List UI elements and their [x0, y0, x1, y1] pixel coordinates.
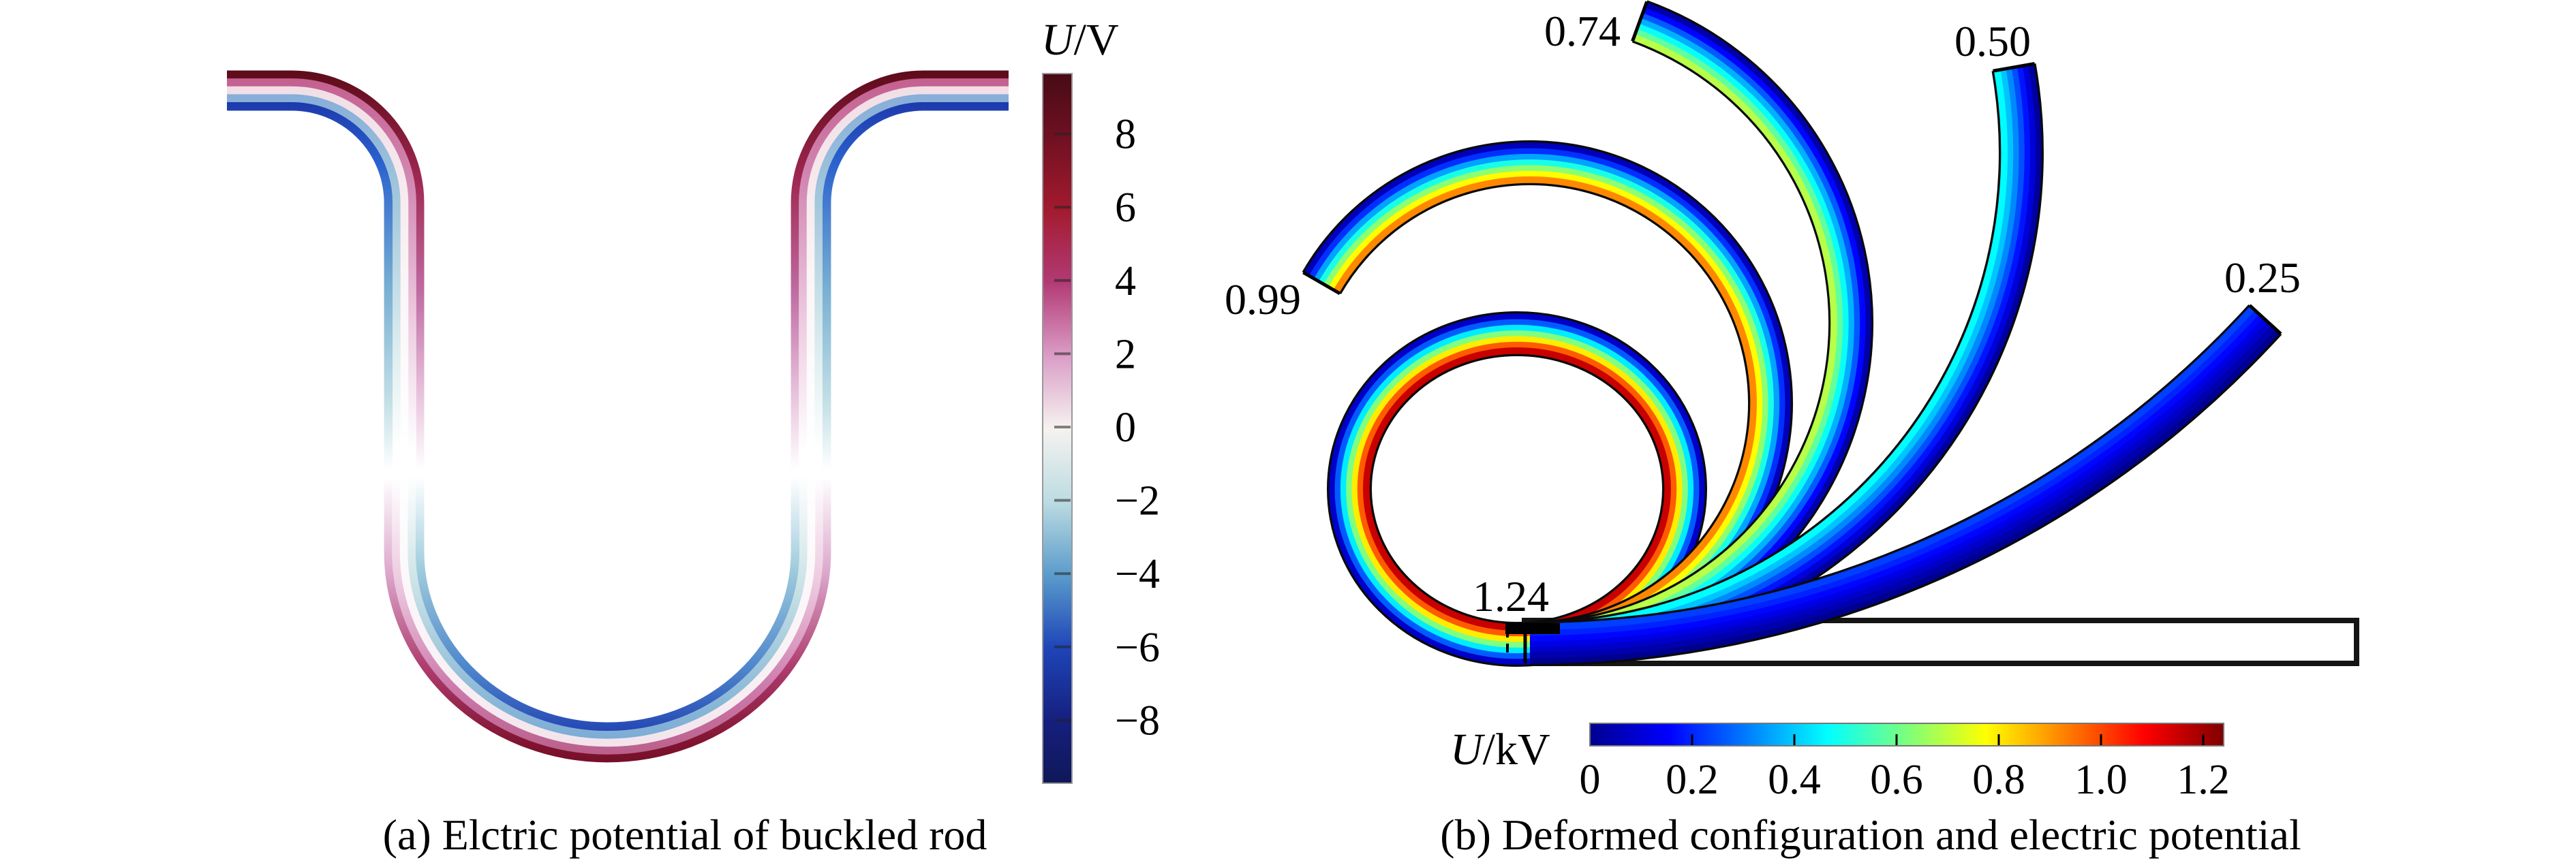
rod-band [1529, 328, 2280, 664]
colorbar-b-tick-label: 1.0 [2074, 757, 2128, 803]
colorbar-a-title: U/V [1041, 15, 1119, 65]
voltage-label: 0.99 [1225, 275, 1301, 324]
rod-band-top-right [799, 78, 1009, 480]
voltage-label: 1.24 [1473, 572, 1549, 620]
buckled-rod [227, 70, 1009, 763]
colorbar-b-tick [1691, 734, 1693, 745]
rod-band-top-right [814, 94, 1009, 480]
colorbar-b-tick [2202, 734, 2205, 745]
colorbar-a-unit: /V [1074, 15, 1119, 65]
rod-band-bottom [392, 477, 823, 755]
colorbar-b-unit: /kV [1483, 725, 1550, 774]
colorbar-b-tick-label: 0.8 [1972, 757, 2025, 803]
colorbar-b-tick [1997, 734, 2000, 745]
panel-b: 0 0.2 0.4 0.6 0.8 1.0 1.2 1.24 0.99 0.74 0.50 0.25… [1225, 0, 2359, 859]
colorbar-a-tick-label: 2 [1115, 331, 1136, 377]
colorbar-b-tick-label: 0.2 [1666, 757, 1719, 803]
voltage-labels: 1.24 0.99 0.74 0.50 0.25 [1225, 7, 2301, 620]
rod-band-top-left [227, 86, 409, 480]
rod-end-cut [2248, 304, 2282, 335]
colorbar-a-tick-label: −6 [1115, 625, 1160, 671]
rod-band [1529, 325, 2276, 659]
colorbar-a-tick [1054, 499, 1071, 502]
rod-band [1351, 336, 1683, 642]
rod-band [1529, 34, 1837, 630]
rod-loop [1327, 311, 1707, 667]
rod-band [1529, 309, 2260, 636]
colorbar-a-tick-label: 0 [1115, 405, 1136, 451]
rod-band-bottom [384, 477, 831, 763]
colorbar-b-tick-label: 1.2 [2177, 757, 2230, 803]
rod-band-bottom [415, 477, 800, 731]
clamp [1505, 623, 1560, 663]
colorbar-b-tick-label: 0 [1580, 757, 1601, 803]
colorbar-a-tick [1054, 206, 1071, 209]
colorbar-a-tick [1054, 279, 1071, 282]
rod-band [1340, 324, 1694, 654]
colorbar-b-tick [1895, 734, 1898, 745]
rod-band-top-left [227, 101, 393, 480]
rod-end-cut [1993, 61, 2036, 73]
clamp-block [1505, 623, 1560, 634]
rod-band-top-left [227, 78, 416, 480]
rod-arc [1529, 304, 2282, 666]
rod-band-top-left [227, 70, 425, 480]
rod-band [1334, 319, 1700, 659]
colorbar-b: 0 0.2 0.4 0.6 0.8 1.0 1.2 [1580, 723, 2230, 803]
colorbar-a-tick-label: −8 [1115, 697, 1160, 744]
colorbar-a-tick-label: 6 [1115, 185, 1136, 231]
rod-band-top-right [791, 70, 1009, 480]
rod-end-cut [1631, 1, 1649, 42]
deformed-rods [1302, 0, 2282, 667]
voltage-label: 0.25 [2224, 253, 2301, 302]
colorbar-b-tick-label: 0.4 [1768, 757, 1821, 803]
colorbar-a-tick-label: −4 [1115, 551, 1160, 597]
voltage-label: 0.74 [1544, 7, 1621, 55]
panel-a: 8 6 4 2 0 −2 −4 −6 −8 U/V (a) Elctric potential … [227, 15, 1160, 859]
colorbar-a-tick-label: 4 [1115, 258, 1136, 304]
colorbar-a-tick [1054, 426, 1071, 428]
rod-band [1333, 176, 1757, 630]
rod-band [1529, 306, 2256, 630]
colorbar-a-tick-label: −2 [1115, 478, 1160, 524]
rod-band [1529, 317, 2268, 647]
rod-band-top-right [822, 101, 1009, 480]
rod-band [1529, 321, 2272, 653]
colorbar-a-symbol: U [1041, 15, 1077, 65]
colorbar-a-tick [1054, 645, 1071, 648]
colorbar-b-tick [1793, 734, 1796, 745]
rod-band [1346, 330, 1688, 648]
colorbar-a: 8 6 4 2 0 −2 −4 −6 −8 [1042, 73, 1160, 784]
colorbar-a-tick-label: 8 [1115, 112, 1136, 158]
colorbar-a-tick [1054, 132, 1071, 136]
voltage-label: 0.50 [1954, 17, 2031, 65]
colorbar-b-title: U/kV [1450, 725, 1550, 774]
rod-band-top-left [227, 94, 401, 480]
rod-band [1329, 313, 1705, 665]
colorbar-a-tick [1054, 572, 1071, 576]
rod-band-bottom [408, 477, 808, 739]
rod-band [1529, 313, 2264, 642]
rod-band-top-right [806, 86, 1009, 480]
colorbar-b-bar [1589, 723, 2224, 746]
rod-band [1328, 170, 1763, 636]
colorbar-b-tick-label: 0.6 [1870, 757, 1923, 803]
caption-a: (a) Elctric potential of buckled rod [383, 811, 987, 859]
rod-band-bottom [399, 477, 816, 747]
caption-b: (b) Deformed configuration and electric … [1440, 811, 2301, 859]
colorbar-b-symbol: U [1450, 725, 1486, 774]
colorbar-a-tick [1054, 719, 1071, 722]
rod-end-cut [1302, 270, 1341, 296]
rod-band [1529, 69, 2008, 630]
colorbar-b-tick [2100, 734, 2102, 745]
colorbar-a-tick [1054, 352, 1071, 356]
